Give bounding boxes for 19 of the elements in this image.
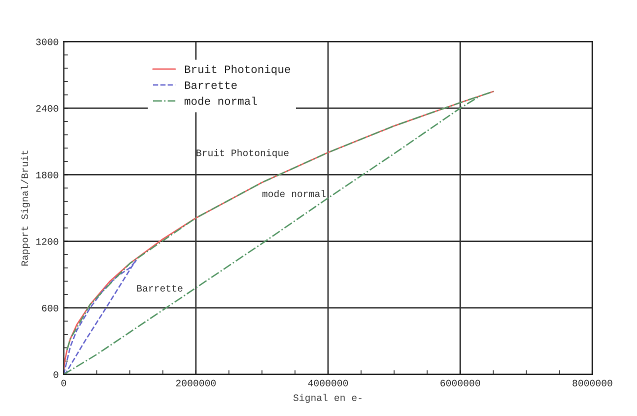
y-tick-label: 0 <box>54 371 58 378</box>
x-tick-label: 6000000 <box>440 380 480 386</box>
legend-label: Barrette <box>184 81 237 89</box>
x-tick-label: 4000000 <box>308 380 348 386</box>
y-tick-label: 2400 <box>36 105 58 112</box>
legend-label: mode normal <box>184 96 257 105</box>
annotation: mode normal <box>262 190 326 198</box>
annotation: Barrette <box>137 285 182 292</box>
legend-label: Bruit Photonique <box>184 64 290 76</box>
x-tick-label: 8000000 <box>572 380 612 386</box>
y-tick-label: 1800 <box>36 172 58 178</box>
y-tick-label: 600 <box>42 304 58 312</box>
y-tick-label: 3000 <box>36 38 58 46</box>
x-tick-label: 2000000 <box>176 380 216 386</box>
y-axis-title: Rapport Signal/Bruit <box>20 150 30 266</box>
x-axis-title: Signal en e- <box>293 394 362 403</box>
y-tick-label: 1200 <box>36 238 58 245</box>
annotation: Bruit Photonique <box>196 149 289 158</box>
x-tick-label: 0 <box>61 380 66 386</box>
